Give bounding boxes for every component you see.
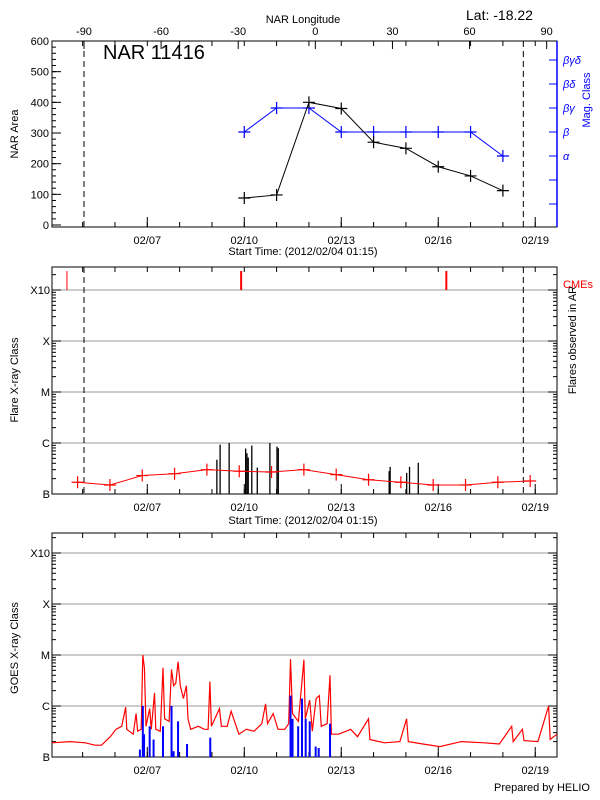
footer-credit: Prepared by HELIO <box>494 782 590 794</box>
latitude-label: Lat: -18.22 <box>466 7 533 23</box>
goes-long-channel-line <box>51 654 558 748</box>
x-tick-label: 02/13 <box>327 502 355 514</box>
x-tick-label: 02/16 <box>424 765 452 777</box>
background-level-point <box>168 467 181 480</box>
y-tick-label: 600 <box>31 36 49 48</box>
x-tick-label: 02/19 <box>521 235 549 247</box>
x-tick-label: 02/10 <box>231 765 259 777</box>
background-level-point <box>459 479 472 492</box>
x-tick-label: 02/13 <box>327 765 355 777</box>
panel1-frame <box>51 40 558 228</box>
top-axis-title: NAR Longitude <box>266 14 341 26</box>
mag-class-point <box>399 126 412 138</box>
x-tick-label: 02/19 <box>521 502 549 514</box>
panel1-xlabel: Start Time: (2012/02/04 01:15) <box>228 246 377 258</box>
mag-class-point <box>464 126 477 138</box>
background-level-point <box>71 476 84 489</box>
y-tick-label: B <box>43 489 50 501</box>
background-level-point <box>524 474 537 487</box>
x-tick-label: 02/07 <box>134 502 162 514</box>
y-tick-label: 400 <box>31 97 49 109</box>
nar-area-point <box>399 142 412 155</box>
nar-area-point <box>464 169 477 182</box>
nar-area-point <box>367 136 380 149</box>
y-tick-label: X10 <box>30 285 50 297</box>
top-axis-tick-label: -90 <box>76 26 92 38</box>
top-axis-tick-label: -30 <box>230 26 246 38</box>
y-tick-label: 200 <box>31 159 49 171</box>
background-level-point <box>265 466 278 478</box>
y-tick-label: 0 <box>43 220 49 232</box>
mag-class-point <box>496 150 509 162</box>
x-tick-label: 02/10 <box>231 235 259 247</box>
nar-area-point <box>335 102 348 115</box>
background-level-point <box>362 473 375 486</box>
top-axis-tick-label: 30 <box>386 26 398 38</box>
x-tick-label: 02/07 <box>134 235 162 247</box>
panel1-title: NAR 11416 <box>103 42 205 64</box>
mag-class-label: βγ <box>562 103 576 115</box>
panel1-y2label: Mag. Class <box>581 72 593 128</box>
background-level-point <box>491 476 504 489</box>
background-level-point <box>136 469 149 482</box>
y-tick-label: X <box>43 599 51 611</box>
top-axis-tick-label: 0 <box>312 26 318 38</box>
panel2-y2label: Flares observed in AR <box>567 286 579 394</box>
mag-class-point <box>367 126 380 138</box>
y-tick-label: C <box>42 701 50 713</box>
x-tick-label: 02/16 <box>424 502 452 514</box>
y-tick-label: M <box>41 387 50 399</box>
y-tick-label: 300 <box>31 128 49 140</box>
top-axis-tick-label: 60 <box>463 26 475 38</box>
panel1-ylabel: NAR Area <box>9 109 21 159</box>
y-tick-label: X <box>43 336 51 348</box>
mag-class-label: βδ <box>562 79 576 91</box>
panel3-ylabel: GOES X-ray Class <box>9 602 21 694</box>
nar-area-point <box>302 96 315 109</box>
background-level-point <box>427 479 440 492</box>
mag-class-label: α <box>563 151 570 163</box>
x-tick-label: 02/10 <box>231 502 259 514</box>
panel2-xlabel: Start Time: (2012/02/04 01:15) <box>228 515 377 527</box>
mag-class-label: β <box>562 127 570 139</box>
mag-class-point <box>238 126 251 138</box>
y-tick-label: X10 <box>30 548 50 560</box>
x-tick-label: 02/19 <box>521 765 549 777</box>
cme-label: CMEs <box>563 279 593 291</box>
background-level-point <box>233 465 246 478</box>
nar-area-point <box>270 188 283 201</box>
top-axis-tick-label: 90 <box>541 26 553 38</box>
top-axis-tick-label: -60 <box>153 26 169 38</box>
nar-area-line <box>244 101 504 199</box>
y-tick-label: B <box>43 752 50 764</box>
mag-class-point <box>270 102 283 114</box>
panel2-ylabel: Flare X-ray Class <box>9 337 21 422</box>
mag-class-point <box>335 126 348 138</box>
background-level-point <box>330 468 343 481</box>
background-level-point <box>297 463 310 476</box>
nar-area-point <box>432 160 445 173</box>
x-tick-label: 02/13 <box>327 235 355 247</box>
background-level-point <box>394 476 407 489</box>
y-tick-label: C <box>42 438 50 450</box>
x-tick-label: 02/16 <box>424 235 452 247</box>
nar-area-point <box>496 184 509 197</box>
y-tick-label: 500 <box>31 67 49 79</box>
mag-class-point <box>432 126 445 138</box>
y-tick-label: 100 <box>31 189 49 201</box>
y-tick-label: M <box>41 650 50 662</box>
x-tick-label: 02/07 <box>134 765 162 777</box>
mag-class-label: βγδ <box>562 55 582 67</box>
background-level-point <box>200 463 213 476</box>
background-level-point <box>103 479 116 492</box>
nar-area-point <box>238 192 251 205</box>
panel3-frame <box>51 532 558 758</box>
panel2-frame <box>51 266 558 495</box>
